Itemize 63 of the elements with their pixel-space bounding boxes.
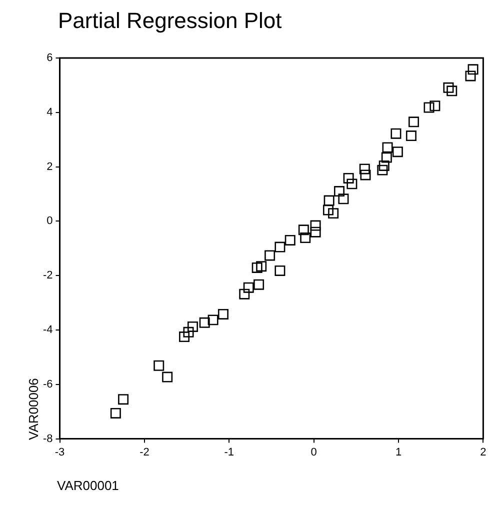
point bbox=[183, 326, 194, 338]
point bbox=[118, 394, 129, 405]
point bbox=[254, 279, 264, 290]
point bbox=[346, 178, 358, 190]
x-tick-label: -2 bbox=[140, 446, 150, 458]
x-tick-label: 0 bbox=[310, 446, 317, 458]
point bbox=[359, 164, 370, 174]
x-tick-label: 1 bbox=[395, 446, 402, 458]
point bbox=[446, 86, 458, 96]
point bbox=[243, 282, 254, 293]
point bbox=[218, 308, 228, 320]
point bbox=[408, 116, 420, 128]
point bbox=[264, 250, 276, 261]
point bbox=[338, 194, 349, 204]
point bbox=[199, 317, 210, 328]
point bbox=[328, 208, 339, 219]
y-tick-label: -4 bbox=[43, 324, 53, 336]
point bbox=[465, 70, 476, 82]
point bbox=[390, 128, 402, 139]
point bbox=[274, 265, 286, 276]
point bbox=[334, 186, 344, 197]
point bbox=[110, 408, 121, 418]
y-axis-title: VAR00006 bbox=[26, 378, 41, 440]
point bbox=[324, 195, 334, 206]
y-tick-label: 4 bbox=[46, 106, 53, 118]
point bbox=[468, 64, 478, 75]
point bbox=[310, 226, 321, 238]
x-tick-label: -1 bbox=[224, 446, 234, 458]
point bbox=[274, 242, 286, 252]
point bbox=[406, 130, 416, 142]
point bbox=[360, 170, 371, 180]
point bbox=[322, 204, 334, 216]
point bbox=[392, 146, 403, 158]
point bbox=[300, 232, 311, 244]
point bbox=[310, 220, 321, 231]
x-tick-label: 2 bbox=[480, 446, 486, 458]
x-axis-title: VAR00001 bbox=[57, 478, 119, 493]
y-tick-label: 6 bbox=[46, 52, 53, 64]
point bbox=[443, 82, 454, 93]
point bbox=[154, 360, 164, 371]
point bbox=[162, 372, 173, 382]
point bbox=[381, 152, 392, 163]
point bbox=[252, 262, 262, 273]
y-tick-label: -8 bbox=[43, 432, 53, 445]
point bbox=[430, 100, 440, 112]
y-tick-label: 2 bbox=[46, 160, 53, 173]
point bbox=[377, 164, 388, 176]
point bbox=[187, 321, 198, 332]
point bbox=[343, 172, 354, 184]
point bbox=[382, 142, 393, 153]
y-tick-label: 0 bbox=[46, 215, 53, 228]
point bbox=[424, 102, 434, 113]
point bbox=[378, 160, 390, 171]
chart-title: Partial Regression Plot bbox=[58, 8, 282, 34]
y-tick-label: -6 bbox=[43, 378, 53, 390]
point bbox=[284, 234, 296, 246]
point bbox=[256, 261, 267, 272]
x-tick-label: -3 bbox=[54, 446, 65, 458]
y-tick-label: -2 bbox=[43, 270, 53, 282]
point bbox=[179, 332, 190, 342]
point bbox=[208, 314, 218, 326]
point bbox=[239, 288, 250, 300]
point bbox=[298, 224, 309, 236]
